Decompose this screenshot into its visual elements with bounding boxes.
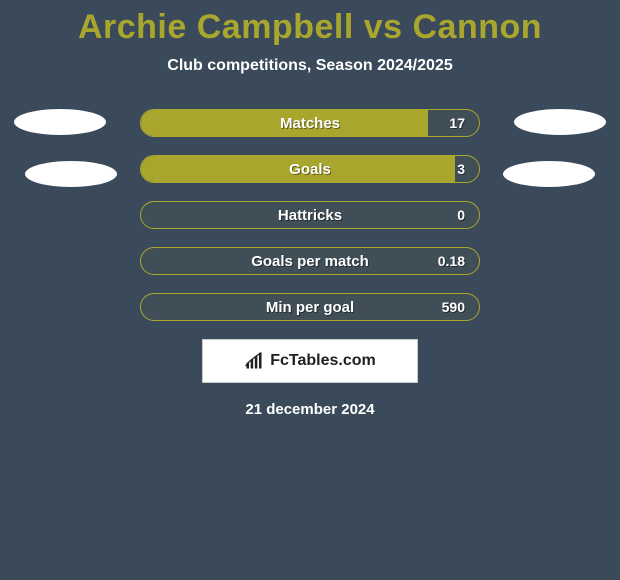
brand-box: FcTables.com	[202, 339, 418, 383]
brand-text: FcTables.com	[270, 352, 376, 370]
subtitle: Club competitions, Season 2024/2025	[0, 57, 620, 75]
stats-area: Matches17 Goals3 Hattricks0 Goals per match…	[0, 109, 620, 321]
stat-bar: Hattricks0	[140, 201, 480, 229]
player-left-avatar-2	[25, 161, 117, 187]
page-title: Archie Campbell vs Cannon	[0, 0, 620, 47]
stat-bar: Min per goal590	[140, 293, 480, 321]
brand-chart-icon	[244, 351, 264, 371]
bars-list: Matches17 Goals3 Hattricks0 Goals per match…	[0, 109, 620, 321]
date-text: 21 december 2024	[0, 401, 620, 418]
stat-bar-value: 0	[457, 202, 465, 228]
stat-bar-value: 0.18	[438, 248, 465, 274]
stat-bar-label: Min per goal	[141, 294, 479, 320]
stat-bar-label: Hattricks	[141, 202, 479, 228]
stat-bar: Matches17	[140, 109, 480, 137]
infographic-container: Archie Campbell vs Cannon Club competiti…	[0, 0, 620, 580]
stat-bar-label: Matches	[141, 110, 479, 136]
stat-bar-value: 590	[442, 294, 465, 320]
player-left-avatar-1	[14, 109, 106, 135]
stat-bar-value: 3	[457, 156, 465, 182]
stat-bar: Goals per match0.18	[140, 247, 480, 275]
player-right-avatar-2	[503, 161, 595, 187]
stat-bar: Goals3	[140, 155, 480, 183]
stat-bar-label: Goals per match	[141, 248, 479, 274]
stat-bar-value: 17	[449, 110, 465, 136]
player-right-avatar-1	[514, 109, 606, 135]
stat-bar-label: Goals	[141, 156, 479, 182]
